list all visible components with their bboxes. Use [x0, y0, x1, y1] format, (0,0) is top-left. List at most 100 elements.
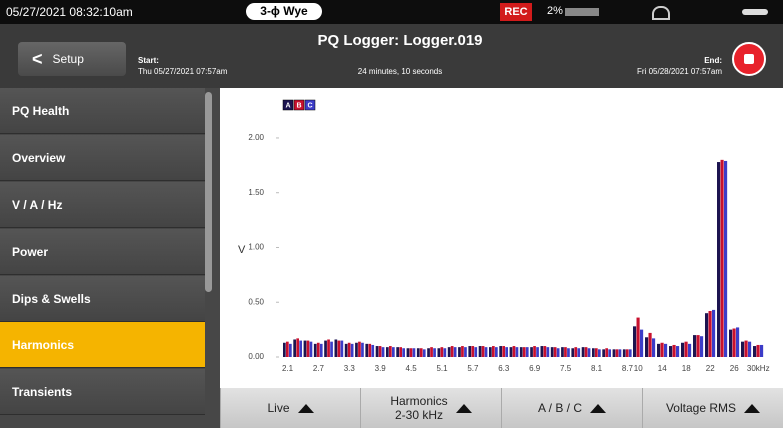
bar	[371, 344, 375, 357]
bar	[712, 309, 716, 357]
x-tick-label: 8.7	[622, 364, 634, 373]
x-tick-label: 30kHz	[747, 364, 770, 373]
bar	[577, 348, 581, 357]
bar	[303, 340, 307, 357]
bar	[361, 342, 364, 357]
bar	[724, 160, 728, 357]
title: PQ Logger: Logger.019	[317, 32, 483, 49]
bar	[306, 340, 310, 357]
bar	[512, 346, 516, 357]
phase-button[interactable]: A / B / C	[501, 388, 642, 428]
bar	[286, 341, 289, 357]
bar	[540, 346, 544, 357]
menu-item[interactable]: Power	[0, 229, 205, 275]
bar	[330, 341, 333, 357]
bar	[744, 340, 748, 357]
bar	[618, 349, 622, 357]
bar	[406, 348, 410, 357]
legend-swatch	[304, 99, 316, 111]
header: < Setup Start: Thu 05/27/2021 07:57am PQ…	[0, 24, 783, 88]
bar	[484, 347, 488, 357]
bar	[660, 342, 664, 357]
menu-item[interactable]: Dips & Swells	[0, 276, 205, 322]
bar	[481, 346, 485, 357]
bar	[664, 343, 668, 357]
bar	[381, 347, 385, 357]
bar	[561, 347, 564, 357]
bar	[433, 348, 436, 357]
bar	[615, 349, 619, 357]
bar	[430, 347, 433, 357]
memory-bar	[565, 8, 599, 16]
bar	[688, 343, 692, 357]
bar	[522, 347, 526, 357]
bar	[495, 347, 498, 357]
bar	[499, 346, 502, 357]
menu-item[interactable]: PQ Health	[0, 88, 205, 134]
bar	[355, 342, 358, 357]
stop-button[interactable]	[732, 42, 766, 76]
bar	[399, 347, 402, 357]
bar	[283, 342, 286, 357]
bar	[602, 349, 605, 357]
bar	[492, 346, 495, 357]
bar	[440, 347, 444, 357]
bar	[756, 344, 760, 357]
bar	[402, 348, 405, 357]
setup-button[interactable]: < Setup	[18, 42, 126, 76]
bottom-bar: Live Harmonics 2-30 kHz A / B / C Voltag…	[220, 388, 783, 428]
bar	[327, 339, 330, 357]
menu-item[interactable]: V / A / Hz	[0, 182, 205, 228]
bar	[443, 348, 447, 357]
memory: 2%	[547, 5, 563, 17]
menu-item[interactable]: Overview	[0, 135, 205, 181]
bar	[587, 348, 591, 357]
plug-icon	[742, 9, 768, 15]
legend-label: B	[296, 102, 301, 109]
x-tick-label: 22	[706, 364, 715, 373]
bar	[427, 348, 430, 357]
bar	[581, 347, 585, 357]
bar	[458, 347, 461, 357]
bar	[347, 342, 351, 357]
bar	[622, 349, 626, 357]
x-tick-label: 5.1	[436, 364, 448, 373]
duration: 24 minutes, 10 seconds	[357, 67, 443, 76]
bar	[700, 336, 704, 357]
bar	[736, 327, 740, 357]
sidebar: PQ Health Overview V / A / Hz Power Dips…	[0, 88, 220, 428]
x-tick-label: 14	[658, 364, 667, 373]
bar	[350, 343, 354, 357]
bar	[412, 348, 416, 357]
bar	[489, 347, 492, 357]
button-label: Voltage RMS	[665, 401, 737, 415]
up-arrow	[590, 403, 606, 413]
bar	[509, 347, 513, 357]
bar	[450, 346, 454, 357]
stop-icon	[744, 54, 754, 64]
bar	[530, 347, 533, 357]
bar	[386, 347, 389, 357]
bar	[409, 348, 413, 357]
rec-indicator: REC	[500, 3, 532, 21]
x-tick-label: 2.7	[313, 364, 325, 373]
button-label: Live	[267, 401, 290, 415]
bar	[505, 347, 508, 357]
quantity-button[interactable]: Voltage RMS	[642, 388, 783, 428]
bar	[556, 348, 560, 357]
bar	[640, 329, 644, 357]
y-tick-label: 2.00	[248, 133, 264, 142]
bar	[636, 317, 640, 357]
bar	[693, 335, 697, 357]
bar	[389, 346, 392, 357]
x-tick-label: 5.7	[467, 364, 479, 373]
harmonics-button[interactable]: Harmonics 2-30 kHz	[360, 388, 501, 428]
x-tick-label: 3.9	[375, 364, 387, 373]
menu-item[interactable]: Harmonics	[0, 322, 205, 368]
menu-item[interactable]: Transients	[0, 369, 205, 415]
live-button[interactable]: Live	[220, 388, 360, 428]
bar	[741, 341, 745, 357]
bar	[422, 349, 426, 357]
bar	[515, 347, 519, 357]
bar	[299, 340, 302, 357]
